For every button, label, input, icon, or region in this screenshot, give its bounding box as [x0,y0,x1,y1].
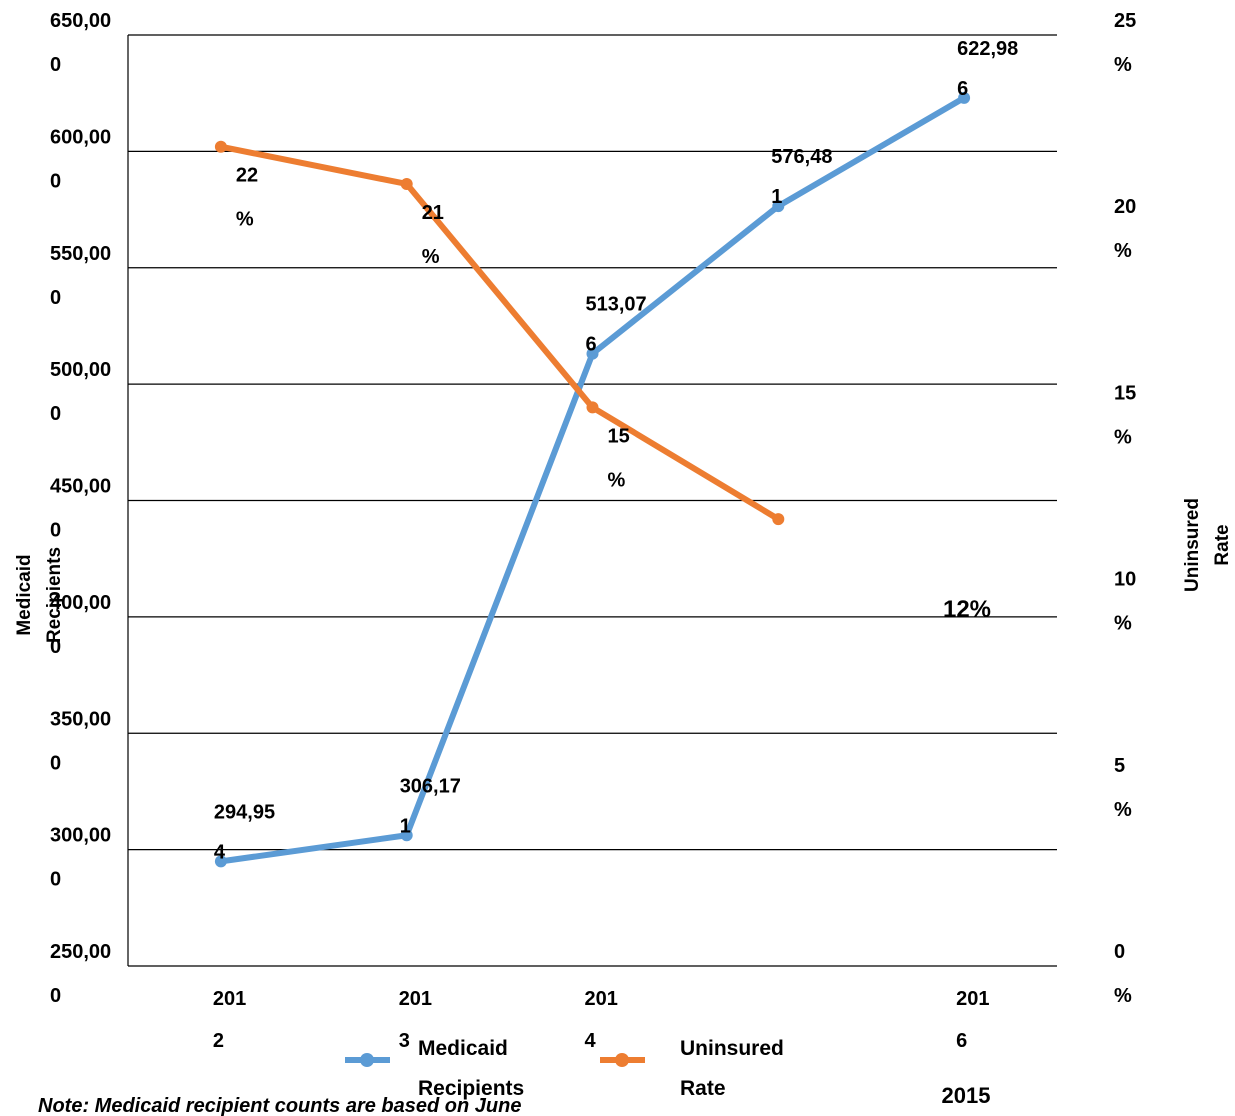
data-label: 12% [943,596,991,623]
data-label: 21% [422,202,444,268]
data-label: 306,17 1 [400,775,461,837]
data-label: 513,07 6 [586,294,647,356]
marker [586,401,599,414]
y2-axis-title: Uninsured Rate [1182,498,1233,592]
note: Note: Medicaid recipient counts are base… [38,1095,521,1116]
marker [214,140,227,153]
legend-label: Uninsured Rate [680,1037,784,1100]
y2-tick-label: 10% [1114,569,1136,635]
x-tick-label: 201 3 [399,988,432,1052]
data-label: 22% [236,165,258,231]
x-tick-label: 201 2 [213,988,246,1052]
marker [772,200,785,213]
y2-tick-label: 25% [1114,10,1136,76]
y2-tick-label: 0% [1114,941,1132,1007]
y-tick-label: 600,00 0 [50,126,111,192]
y-tick-label: 650,00 0 [50,10,111,76]
series-line [220,143,780,522]
y-tick-label: 450,00 0 [50,476,111,542]
x-tick-label: 201 4 [585,988,618,1052]
legend-swatch [360,1053,374,1067]
marker [772,513,785,526]
y-tick-label: 550,00 0 [50,243,111,309]
y-tick-label: 250,00 0 [50,941,111,1007]
y-tick-label: 300,00 0 [50,825,111,891]
x-tick-label: 201 6 [956,988,989,1052]
marker [400,829,413,842]
data-label: 294,95 4 [214,801,275,863]
data-label: 622,98 6 [957,38,1018,100]
y2-tick-label: 15% [1114,382,1136,448]
y-axis-title: Medicaid Recipients [14,547,65,643]
y2-tick-label: 20% [1114,196,1136,262]
marker [586,347,599,360]
marker [958,91,971,104]
data-label: 15% [608,425,630,491]
y-tick-label: 350,00 0 [50,708,111,774]
y2-tick-label: 5% [1114,755,1132,821]
data-label: 576,48 1 [771,146,832,208]
marker [400,177,413,190]
legend-swatch [615,1053,629,1067]
marker [214,855,227,868]
annotation: 2015 [942,1083,991,1108]
legend-label: Medicaid Recipients [418,1037,524,1100]
y-tick-label: 400,00 0 [50,592,111,658]
series-line [220,95,966,865]
y-tick-label: 500,00 0 [50,359,111,425]
